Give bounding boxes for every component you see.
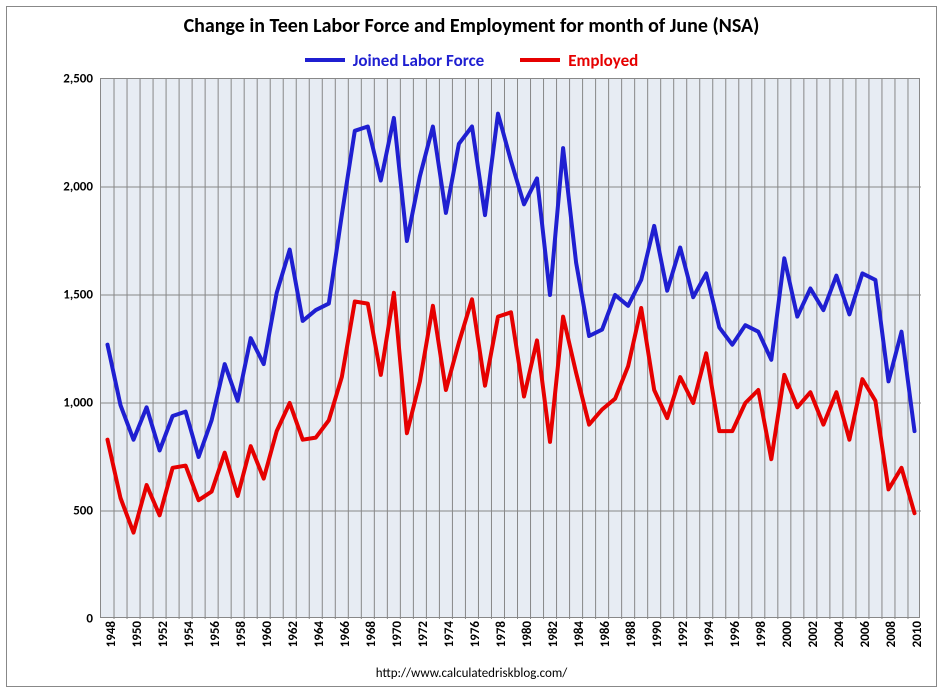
legend-label: Employed: [568, 50, 638, 71]
legend-swatch: [520, 58, 560, 62]
x-tick-label: 1964: [312, 621, 327, 647]
x-tick-label: 1972: [416, 621, 431, 647]
series-line: [108, 293, 915, 533]
chart-svg: [101, 79, 921, 619]
x-tick-label: 2002: [806, 621, 821, 647]
x-tick-label: 1958: [234, 621, 249, 647]
x-tick-label: 1968: [364, 621, 379, 647]
x-tick-label: 2006: [858, 621, 873, 647]
y-tick-label: 500: [73, 504, 93, 519]
x-tick-label: 2004: [832, 621, 847, 647]
chart-container: Change in Teen Labor Force and Employmen…: [0, 0, 943, 693]
legend-swatch: [305, 58, 345, 62]
x-tick-label: 1988: [624, 621, 639, 647]
y-tick-label: 1,000: [63, 396, 93, 411]
x-tick-label: 1966: [338, 621, 353, 647]
legend-label: Joined Labor Force: [353, 50, 485, 71]
y-tick-label: 1,500: [63, 288, 93, 303]
x-tick-label: 1992: [676, 621, 691, 647]
x-tick-label: 2010: [910, 621, 925, 647]
x-tick-label: 1952: [156, 621, 171, 647]
series-line: [108, 114, 915, 457]
x-tick-label: 1994: [702, 621, 717, 647]
x-tick-label: 1984: [572, 621, 587, 647]
x-tick-label: 1976: [468, 621, 483, 647]
x-tick-label: 1960: [260, 621, 275, 647]
x-tick-label: 1986: [598, 621, 613, 647]
x-tick-label: 1970: [390, 621, 405, 647]
source-url: http://www.calculatedriskblog.com/: [0, 666, 943, 681]
plot-area: 05001,0001,5002,0002,5001948195019521954…: [100, 78, 920, 618]
x-tick-label: 1948: [104, 621, 119, 647]
x-tick-label: 1998: [754, 621, 769, 647]
y-tick-label: 2,500: [63, 72, 93, 87]
chart-title: Change in Teen Labor Force and Employmen…: [0, 14, 943, 38]
x-tick-label: 1982: [546, 621, 561, 647]
x-tick-label: 2000: [780, 621, 795, 647]
x-tick-label: 1980: [520, 621, 535, 647]
legend-item: Joined Labor Force: [305, 50, 485, 71]
x-tick-label: 1996: [728, 621, 743, 647]
x-tick-label: 1974: [442, 621, 457, 647]
x-tick-label: 1956: [208, 621, 223, 647]
chart-legend: Joined Labor Force Employed: [0, 46, 943, 71]
x-tick-label: 1962: [286, 621, 301, 647]
x-tick-label: 1954: [182, 621, 197, 647]
x-tick-label: 2008: [884, 621, 899, 647]
y-tick-label: 2,000: [63, 180, 93, 195]
y-tick-label: 0: [86, 612, 93, 627]
x-tick-label: 1950: [130, 621, 145, 647]
x-tick-label: 1978: [494, 621, 509, 647]
legend-item: Employed: [520, 50, 638, 71]
x-tick-label: 1990: [650, 621, 665, 647]
